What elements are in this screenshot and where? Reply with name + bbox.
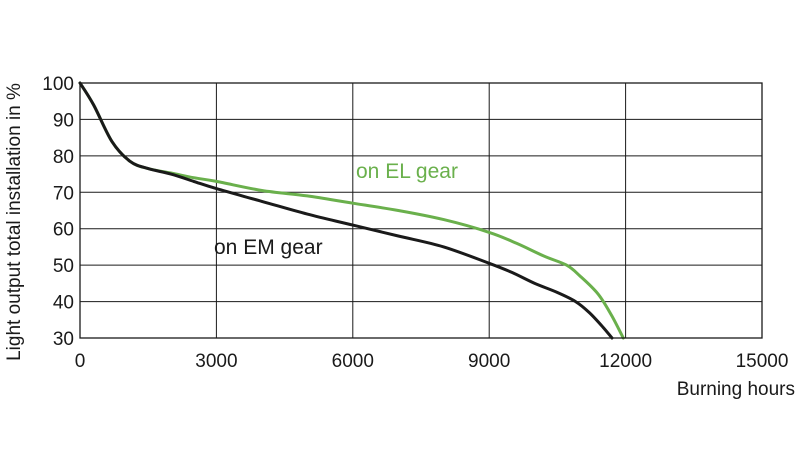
- series-line-em-gear: [78, 81, 614, 340]
- plot-border: [79, 82, 763, 339]
- x-tick-label: 15000: [736, 351, 789, 372]
- series-label-em-gear: on EM gear: [214, 236, 323, 259]
- series-lines: [78, 81, 625, 340]
- x-tick-labels: 0 3000 6000 9000 12000 15000: [75, 351, 789, 372]
- y-tick-label: 40: [53, 293, 74, 314]
- y-tick-label: 100: [42, 74, 74, 95]
- x-tick-label: 9000: [468, 351, 510, 372]
- x-axis-title: Burning hours: [677, 379, 795, 400]
- series-label-el-gear: on EL gear: [356, 160, 458, 183]
- y-tick-label: 60: [53, 220, 74, 241]
- grid: [80, 83, 762, 338]
- plot-frame: [79, 82, 763, 339]
- y-axis-title: Light output total installation in %: [4, 83, 25, 361]
- x-tick-label: 6000: [332, 351, 374, 372]
- y-tick-label: 70: [53, 183, 74, 204]
- x-tick-label: 12000: [599, 351, 652, 372]
- y-tick-label: 50: [53, 256, 74, 277]
- y-tick-label: 80: [53, 147, 74, 168]
- y-tick-label: 30: [53, 329, 74, 350]
- x-tick-label: 0: [75, 351, 86, 372]
- series-line-el-gear: [78, 81, 625, 340]
- y-tick-label: 90: [53, 110, 74, 131]
- y-tick-labels: 100 90 80 70 60 50 40 30: [42, 74, 74, 350]
- x-tick-label: 3000: [195, 351, 237, 372]
